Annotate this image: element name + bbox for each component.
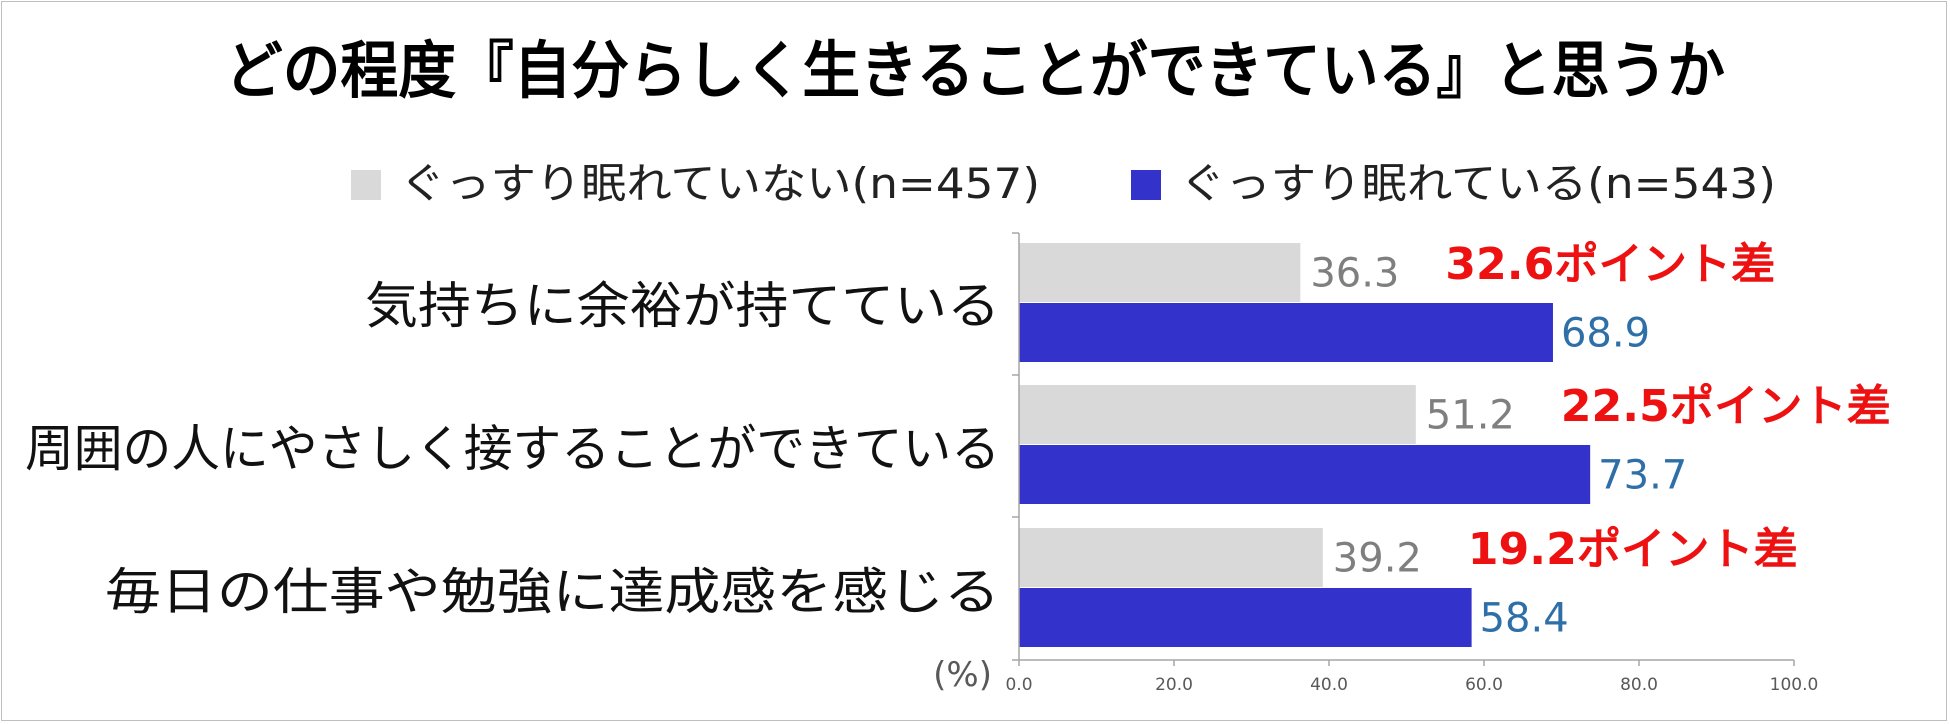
unit-label: (%) (933, 655, 992, 695)
legend-label-sleeping-well: ぐっすり眠れている(n=543) (1180, 159, 1776, 208)
chart-title: どの程度『自分らしく生きることができている』と思うか (225, 34, 1725, 107)
x-tick-label-3: 60.0 (1465, 675, 1503, 695)
bar-sleeping-well-1 (1019, 445, 1591, 504)
value-label-sleeping-well-1: 73.7 (1598, 453, 1687, 499)
legend-swatch-not-sleeping-well (351, 170, 381, 200)
bar-sleeping-well-0 (1019, 303, 1553, 362)
category-label-0: 気持ちに余裕が持てている (365, 277, 1000, 335)
bar-not-sleeping-well-0 (1019, 243, 1301, 302)
x-tick-label-5: 100.0 (1770, 675, 1819, 695)
legend-label-not-sleeping-well: ぐっすり眠れていない(n=457) (400, 159, 1040, 208)
bar-sleeping-well-2 (1019, 588, 1472, 647)
category-label-1: 周囲の人にやさしく接することができている (25, 420, 1000, 478)
value-label-sleeping-well-0: 68.9 (1561, 311, 1650, 357)
x-tick-label-2: 40.0 (1310, 675, 1348, 695)
difference-annotation-2: 19.2ポイント差 (1468, 524, 1798, 575)
x-tick-label-1: 20.0 (1155, 675, 1193, 695)
difference-annotation-0: 32.6ポイント差 (1445, 239, 1775, 290)
difference-annotation-1: 22.5ポイント差 (1561, 381, 1891, 432)
value-label-not-sleeping-well-0: 36.3 (1310, 251, 1399, 297)
legend-swatch-sleeping-well (1131, 170, 1161, 200)
category-label-2: 毎日の仕事や勉強に達成感を感じる (105, 563, 1000, 621)
x-tick-label-4: 80.0 (1620, 675, 1658, 695)
value-label-sleeping-well-2: 58.4 (1480, 596, 1569, 642)
bar-not-sleeping-well-2 (1019, 528, 1323, 587)
x-tick-label-0: 0.0 (1005, 675, 1032, 695)
bar-not-sleeping-well-1 (1019, 385, 1416, 444)
value-label-not-sleeping-well-2: 39.2 (1333, 536, 1422, 582)
value-label-not-sleeping-well-1: 51.2 (1426, 393, 1515, 439)
